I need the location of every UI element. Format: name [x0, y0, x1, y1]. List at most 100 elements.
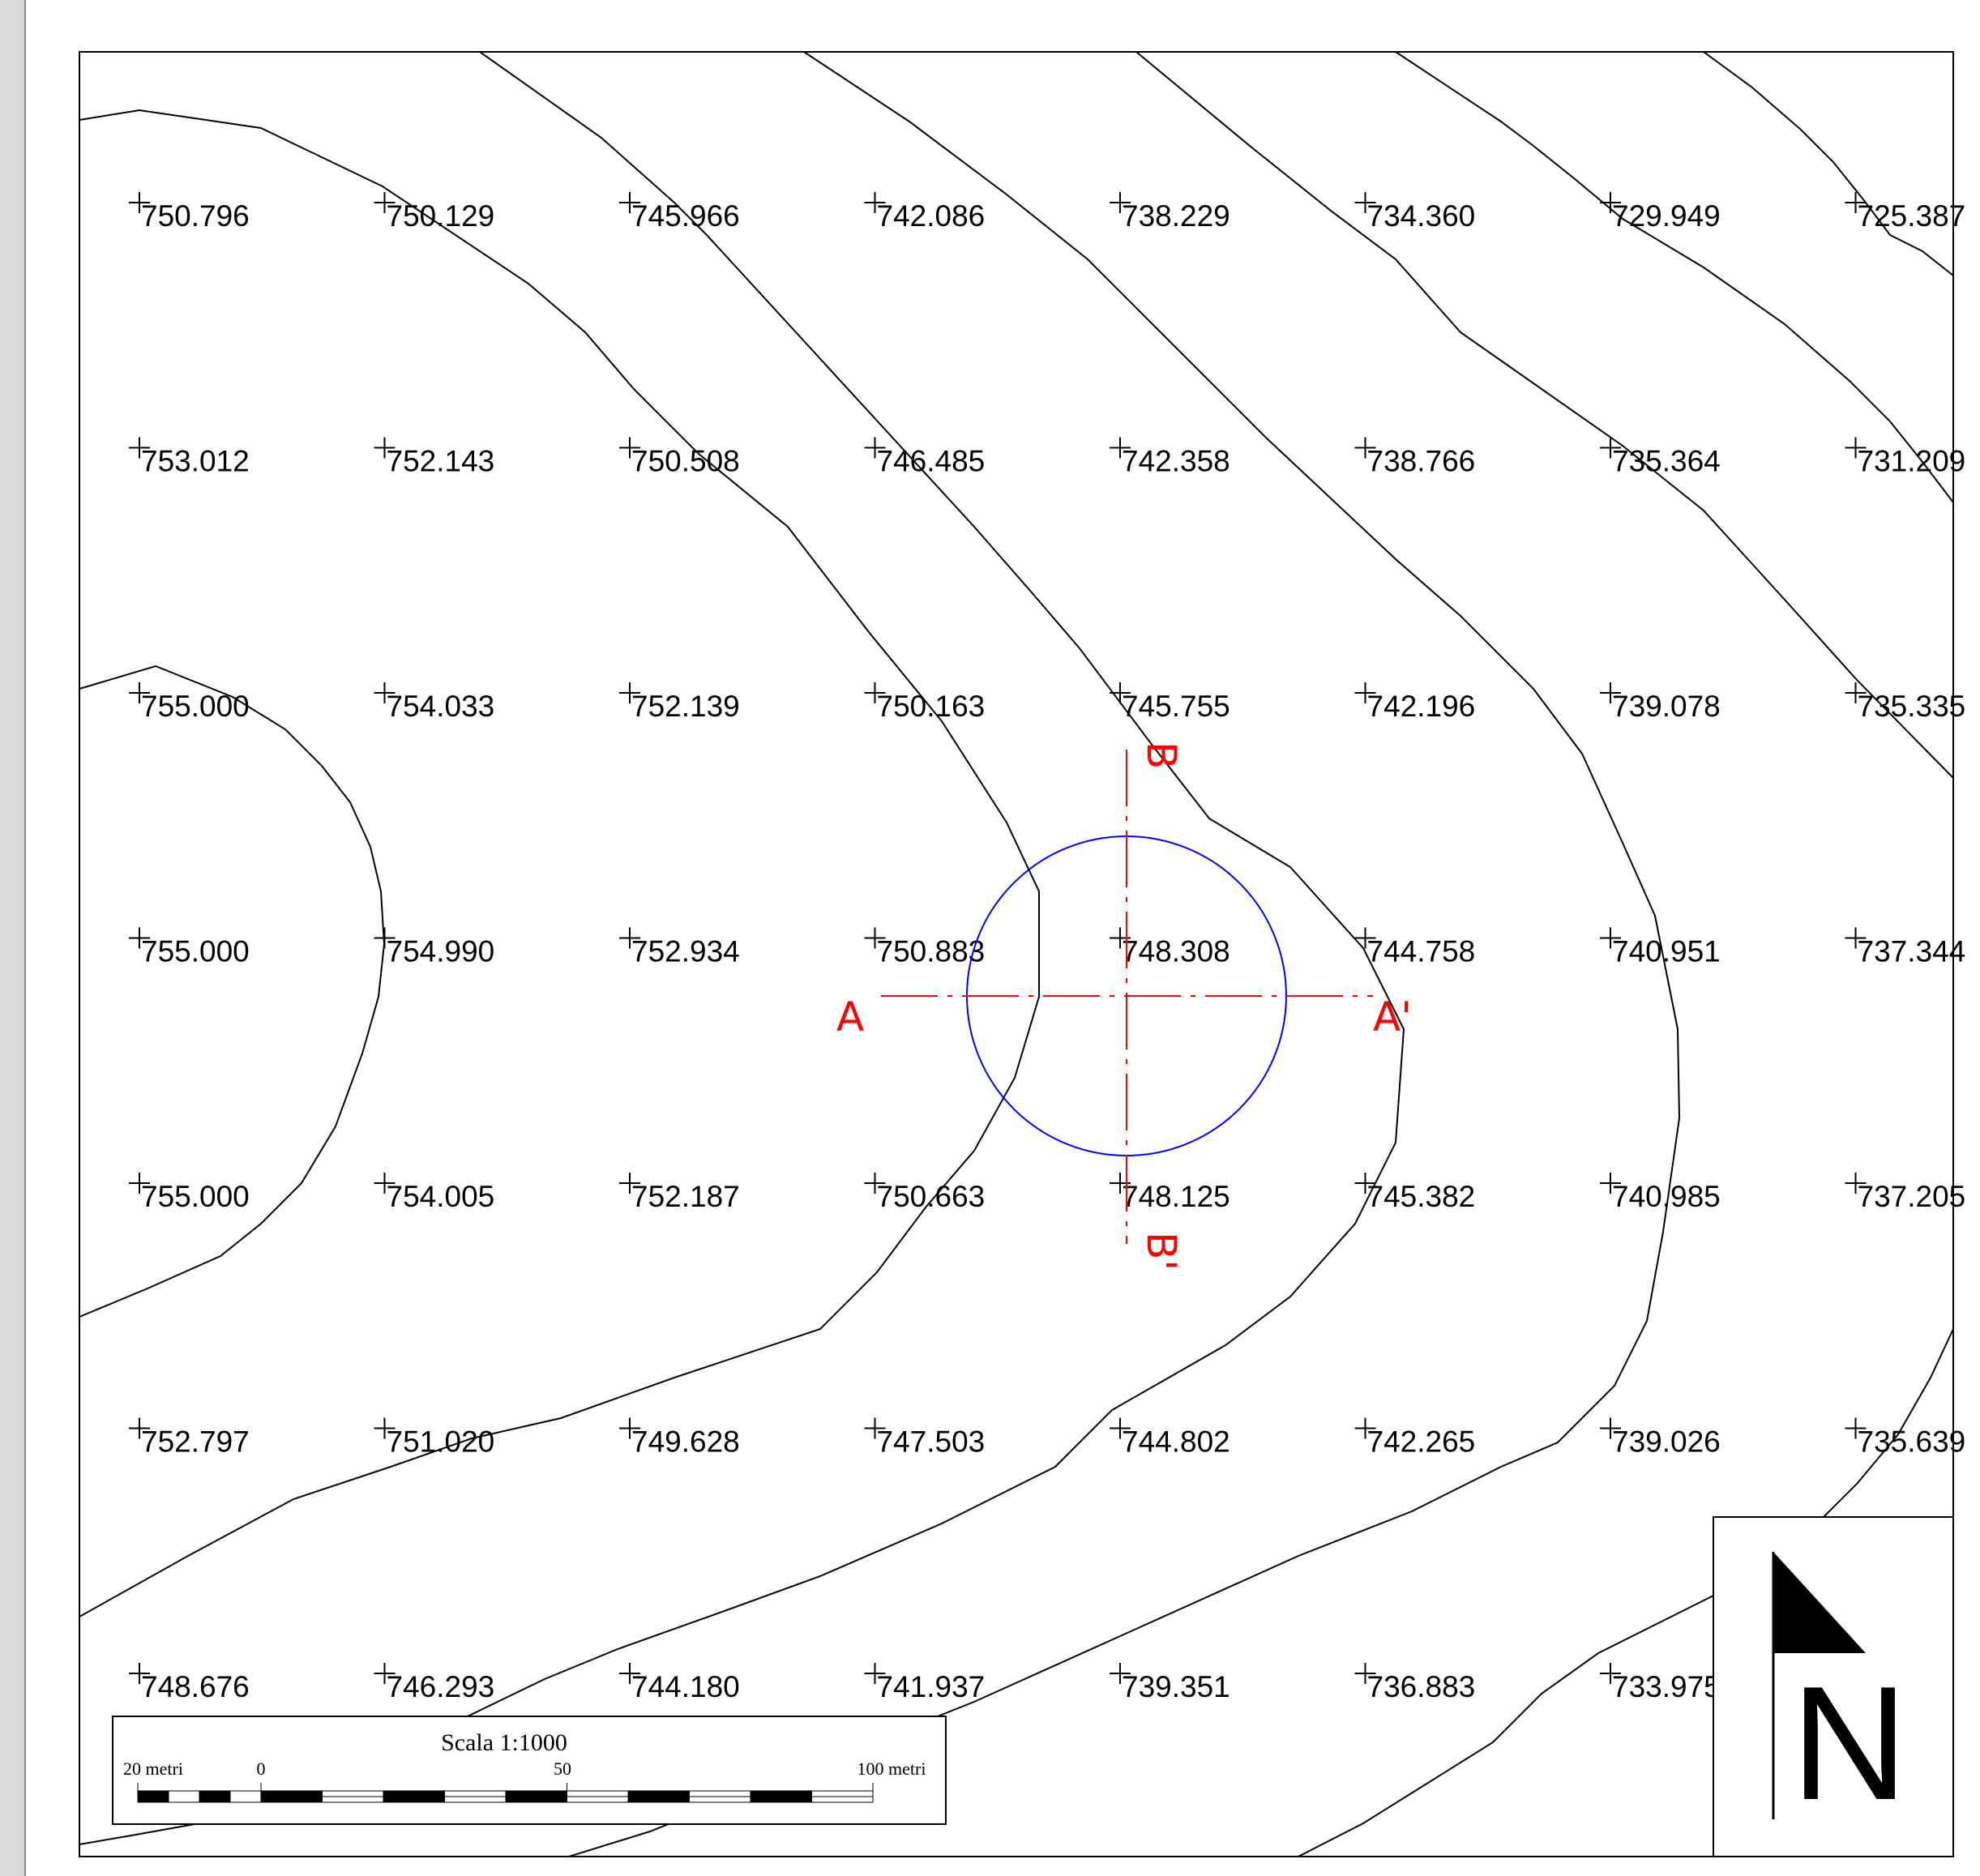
north-arrow-flag — [1773, 1552, 1866, 1653]
elevation-point: 752.143 — [374, 437, 494, 478]
section-label-b-prime: B' — [1138, 1232, 1185, 1271]
elevation-label: 754.005 — [387, 1180, 495, 1213]
elevation-point: 737.205 — [1845, 1173, 1965, 1213]
scale-segment — [627, 1790, 690, 1797]
elevation-point: 742.196 — [1354, 682, 1476, 723]
elevation-point: 742.086 — [864, 192, 986, 233]
contour-line — [79, 109, 1040, 1617]
elevation-point: 747.503 — [864, 1417, 986, 1459]
elevation-label: 725.387 — [1858, 199, 1966, 233]
elevation-label: 744.758 — [1367, 935, 1476, 968]
section-label-a-prime: A' — [1373, 994, 1412, 1041]
elevation-label: 731.209 — [1858, 445, 1966, 478]
elevation-point: 735.364 — [1600, 437, 1721, 478]
elevation-label: 740.985 — [1612, 1180, 1721, 1213]
elevation-point: 754.033 — [374, 682, 494, 723]
elevation-label: 746.485 — [877, 445, 986, 478]
elevation-label: 755.000 — [141, 935, 250, 968]
elevation-point: 738.229 — [1110, 192, 1230, 233]
elevation-point: 750.129 — [374, 192, 494, 233]
elevation-point: 734.360 — [1354, 192, 1476, 233]
elevation-label: 750.508 — [631, 445, 740, 478]
elevation-point: 739.078 — [1600, 682, 1721, 723]
elevation-point: 750.663 — [864, 1173, 986, 1213]
scale-segment — [168, 1790, 200, 1803]
elevation-label: 752.797 — [141, 1425, 250, 1459]
elevation-label: 753.012 — [141, 445, 250, 478]
elevation-label: 735.335 — [1858, 690, 1966, 723]
elevation-point: 736.883 — [1354, 1663, 1475, 1703]
elevation-point: 754.990 — [374, 927, 495, 968]
scale-segment — [322, 1790, 384, 1797]
elevation-point: 746.485 — [864, 437, 986, 478]
elevation-point: 741.937 — [864, 1663, 986, 1703]
elevation-point: 748.676 — [129, 1663, 250, 1703]
scale-label-0: 0 — [257, 1758, 266, 1779]
elevation-label: 747.503 — [877, 1425, 986, 1459]
elevation-point: 735.335 — [1845, 682, 1966, 723]
elevation-label: 739.026 — [1612, 1425, 1721, 1459]
elevation-label: 742.196 — [1367, 690, 1476, 723]
elevation-label: 733.975 — [1612, 1670, 1721, 1703]
scale-segment — [689, 1790, 751, 1797]
elevation-point: 735.639 — [1845, 1417, 1965, 1459]
elevation-label: 755.000 — [141, 1180, 250, 1213]
section-lines — [881, 750, 1373, 1244]
north-arrow-box — [1713, 1516, 1954, 1857]
elevation-label: 754.990 — [387, 935, 495, 968]
scale-bar-box — [112, 1716, 947, 1825]
scale-segment — [444, 1796, 507, 1803]
elevation-label: 741.937 — [877, 1670, 986, 1703]
scale-title: Scala 1:1000 — [441, 1729, 567, 1756]
contour-line — [1135, 51, 1954, 779]
elevation-label: 735.364 — [1612, 445, 1721, 478]
scale-segment — [567, 1790, 629, 1797]
elevation-point: 745.382 — [1354, 1173, 1476, 1213]
scale-label-20: 20 metri — [123, 1758, 183, 1779]
elevation-point: 750.508 — [619, 437, 740, 478]
scale-label-50: 50 — [554, 1758, 571, 1779]
elevation-label: 744.802 — [1122, 1425, 1230, 1459]
elevation-label: 742.358 — [1122, 445, 1230, 478]
scale-segment — [689, 1796, 751, 1803]
elevation-point: 745.755 — [1110, 682, 1230, 723]
elevation-point: 748.125 — [1110, 1173, 1230, 1213]
contour-line — [1298, 1328, 1954, 1857]
scale-segment — [137, 1790, 169, 1803]
section-label-b: B — [1138, 741, 1185, 769]
elevation-label: 750.663 — [877, 1180, 986, 1213]
elevation-label: 751.020 — [387, 1425, 495, 1459]
section-label-a: A — [836, 994, 864, 1041]
scale-segment — [627, 1796, 690, 1803]
scale-segment — [811, 1796, 874, 1803]
elevation-point: 755.000 — [129, 927, 250, 968]
topographic-map: 750.796 750.129 745.966 742.086 738.229 734.3… — [79, 51, 1966, 1857]
scale-segment — [383, 1796, 445, 1803]
elevation-point: 748.308 — [1110, 927, 1230, 968]
scale-segment — [811, 1790, 874, 1797]
elevation-point: 729.949 — [1600, 192, 1721, 233]
elevation-point: 740.985 — [1600, 1173, 1721, 1213]
elevation-label: 738.766 — [1367, 445, 1476, 478]
elevation-label: 740.951 — [1612, 935, 1721, 968]
elevation-point: 755.000 — [129, 1173, 250, 1213]
elevation-label: 750.796 — [141, 199, 250, 233]
elevation-point: 751.020 — [374, 1417, 495, 1459]
elevation-label: 749.628 — [631, 1425, 740, 1459]
scale-segment — [444, 1790, 507, 1797]
elevation-label: 748.676 — [141, 1670, 250, 1703]
elevation-label: 750.883 — [877, 935, 986, 968]
north-arrow: N — [1713, 1516, 1954, 1857]
elevation-point: 750.163 — [864, 682, 985, 723]
elevation-label: 745.382 — [1367, 1180, 1476, 1213]
elevation-point: 738.766 — [1354, 437, 1476, 478]
elevation-point: 739.351 — [1110, 1663, 1230, 1703]
elevation-point: 725.387 — [1845, 192, 1966, 233]
elevation-label: 737.344 — [1858, 935, 1966, 968]
map-frame: 750.796 750.129 745.966 742.086 738.229 734.3… — [24, 0, 1980, 1876]
contour-lines — [79, 51, 1954, 1857]
elevation-label: 755.000 — [141, 690, 250, 723]
scale-segments — [137, 1783, 874, 1803]
elevation-label: 742.086 — [877, 199, 986, 233]
elevation-label: 734.360 — [1367, 199, 1476, 233]
